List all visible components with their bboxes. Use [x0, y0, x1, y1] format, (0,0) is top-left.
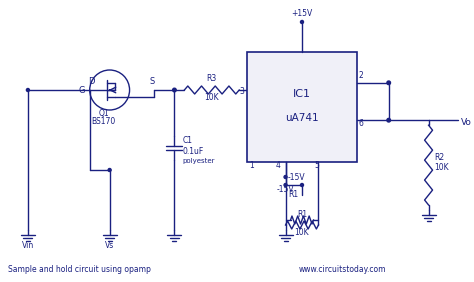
Circle shape — [301, 21, 303, 23]
Text: R1: R1 — [297, 210, 307, 219]
Text: 10K: 10K — [204, 93, 219, 102]
Text: Q1: Q1 — [98, 109, 109, 118]
Text: 3: 3 — [239, 87, 244, 96]
Circle shape — [387, 118, 391, 122]
Text: -15V: -15V — [288, 173, 305, 182]
Circle shape — [284, 184, 287, 186]
Text: R1: R1 — [288, 190, 298, 199]
Text: Vo: Vo — [460, 118, 471, 127]
Circle shape — [173, 88, 176, 92]
Text: uA741: uA741 — [285, 113, 319, 123]
Circle shape — [301, 184, 303, 186]
Text: www.circuitstoday.com: www.circuitstoday.com — [299, 265, 386, 274]
Circle shape — [284, 175, 287, 179]
Text: G: G — [78, 86, 85, 95]
Text: S: S — [150, 77, 155, 86]
Text: D: D — [89, 77, 95, 86]
Text: +15V: +15V — [292, 9, 313, 18]
Text: R3: R3 — [207, 74, 217, 83]
Text: -15V: -15V — [277, 185, 294, 194]
Text: 6: 6 — [359, 119, 364, 128]
Text: 1: 1 — [249, 161, 254, 170]
Text: 0.1uF: 0.1uF — [182, 147, 204, 156]
Text: C1: C1 — [182, 136, 192, 145]
Text: Vs: Vs — [105, 241, 114, 250]
Text: BS170: BS170 — [91, 117, 116, 126]
Text: 2: 2 — [359, 71, 364, 80]
Text: 10K: 10K — [295, 228, 310, 237]
Text: 10K: 10K — [435, 163, 449, 172]
Bar — [247, 52, 357, 162]
Circle shape — [27, 89, 29, 91]
Circle shape — [108, 169, 111, 171]
Text: 4: 4 — [275, 161, 281, 170]
Text: IC1: IC1 — [293, 89, 311, 99]
Text: 5: 5 — [314, 161, 319, 170]
Text: polyester: polyester — [182, 158, 215, 164]
Text: Vin: Vin — [22, 241, 34, 250]
Circle shape — [387, 81, 391, 85]
Text: Sample and hold circuit using opamp: Sample and hold circuit using opamp — [8, 265, 151, 274]
Text: R2: R2 — [435, 153, 445, 162]
